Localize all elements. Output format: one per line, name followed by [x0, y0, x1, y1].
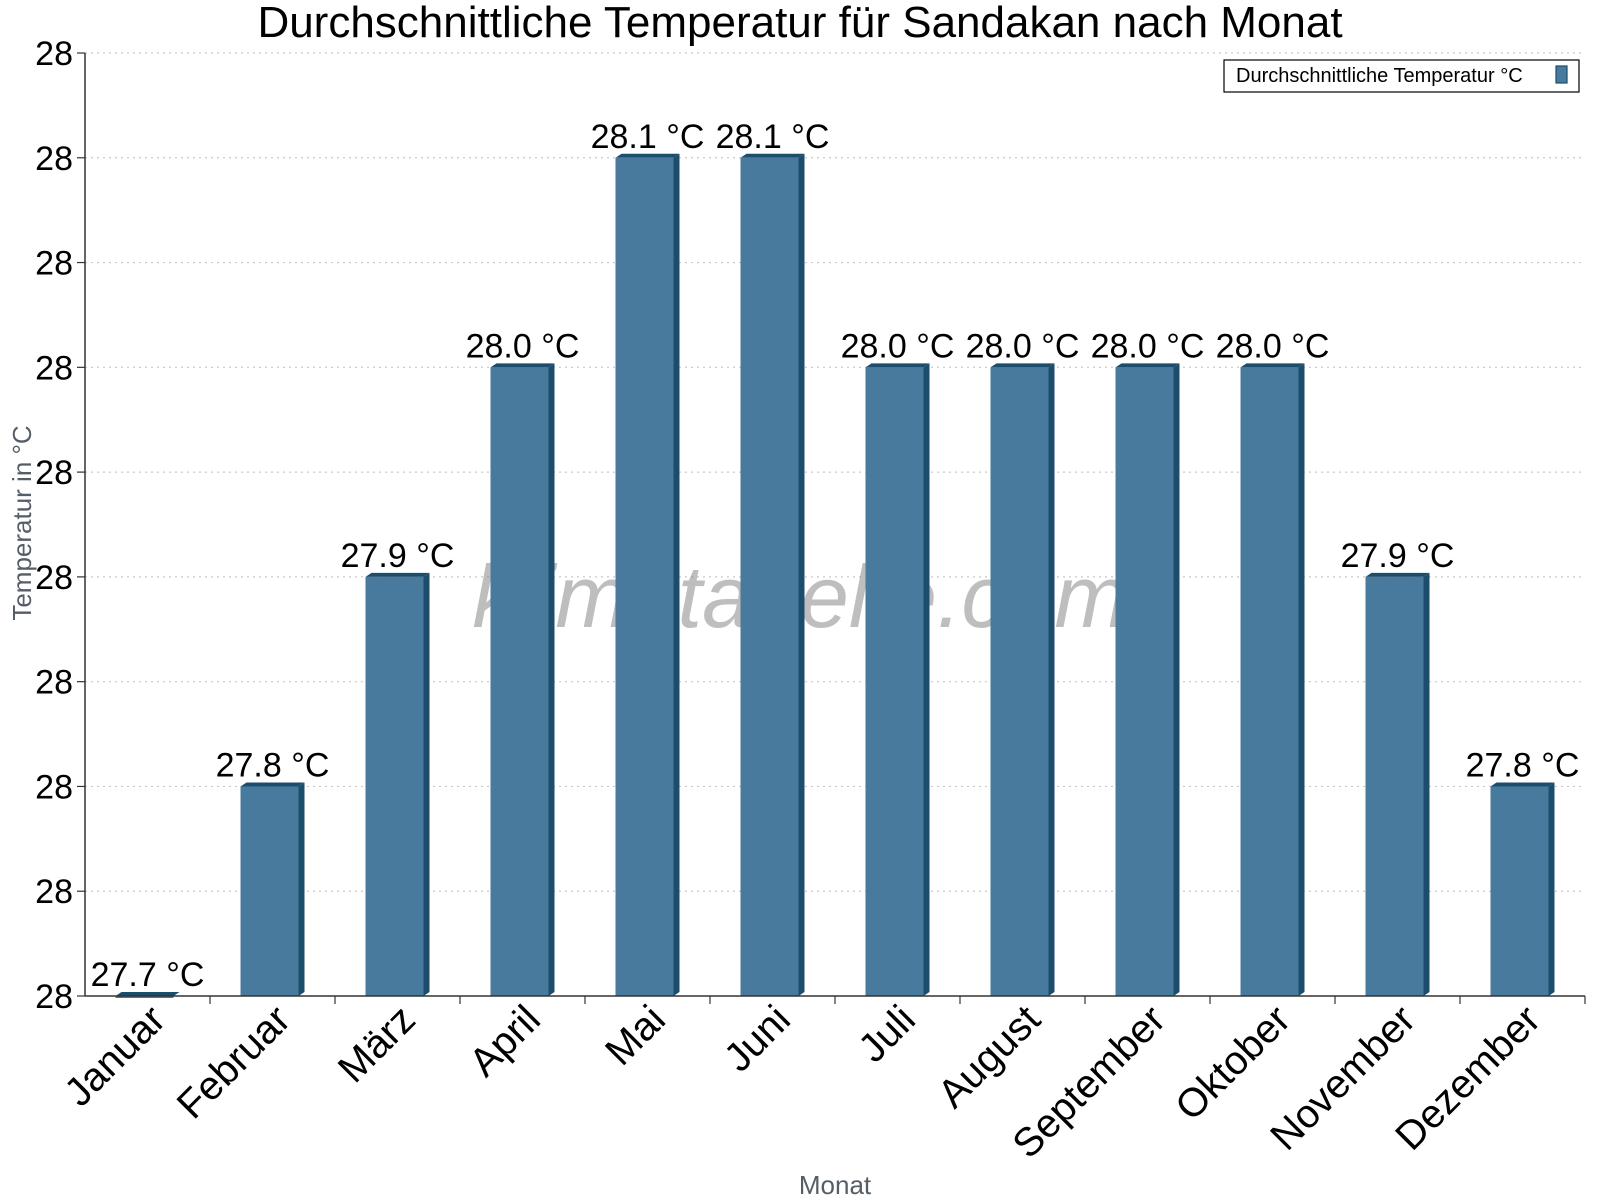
chart-title: Durchschnittliche Temperatur für Sandaka… — [257, 0, 1342, 47]
bar-front — [490, 367, 549, 996]
bar-mai — [615, 153, 680, 996]
value-label: 27.9 °C — [1341, 537, 1455, 575]
value-label: 27.8 °C — [1466, 746, 1580, 784]
bar-front — [1365, 576, 1424, 996]
bar-side — [673, 153, 680, 996]
bar-oktober — [1240, 363, 1305, 996]
legend-swatch — [1555, 65, 1568, 84]
x-tick-label: Mai — [597, 997, 674, 1074]
value-labels: 27.7 °C 27.8 °C 27.9 °C 28.0 °C 28.1 °C 28.1 … — [91, 118, 1580, 994]
bar-april — [490, 363, 555, 996]
x-tick-label: Oktober — [1167, 997, 1299, 1129]
bar-top — [115, 992, 180, 996]
bar-top — [365, 572, 430, 577]
x-tick-label: Februar — [169, 997, 299, 1127]
x-tick-label: August — [930, 997, 1049, 1116]
bar-februar — [240, 782, 305, 996]
y-tick-label: 28 — [35, 559, 73, 597]
bar-top — [490, 363, 555, 368]
legend: Durchschnittliche Temperatur °C — [1223, 59, 1580, 93]
bar-dezember — [1490, 782, 1555, 996]
bar-front — [1115, 367, 1174, 996]
bar-top — [990, 363, 1055, 368]
legend-label: Durchschnittliche Temperatur °C — [1236, 65, 1523, 87]
gridlines — [85, 52, 1585, 892]
bar-top — [240, 782, 305, 787]
bar-front — [115, 996, 174, 998]
bar-side — [1548, 782, 1555, 996]
bar-side — [548, 363, 555, 996]
bar-august — [990, 363, 1055, 996]
x-tick-label: März — [330, 997, 424, 1091]
bar-side — [1048, 363, 1055, 996]
value-label: 27.8 °C — [216, 746, 330, 784]
bar-top — [1365, 572, 1430, 577]
bar-top — [740, 153, 805, 158]
y-tick-label: 28 — [35, 664, 73, 702]
bar-front — [240, 786, 299, 996]
value-label: 28.1 °C — [716, 118, 830, 156]
value-label: 28.0 °C — [1091, 327, 1205, 365]
y-tick-label: 28 — [35, 140, 73, 178]
bar-märz — [365, 572, 430, 996]
value-label: 28.0 °C — [466, 327, 580, 365]
y-tick-label: 28 — [35, 349, 73, 387]
y-tick-label: 28 — [35, 768, 73, 806]
bar-front — [740, 157, 799, 996]
bar-top — [615, 153, 680, 158]
value-label: 28.0 °C — [1216, 327, 1330, 365]
bar-front — [1240, 367, 1299, 996]
bar-top — [1115, 363, 1180, 368]
bar-side — [1423, 572, 1430, 996]
bar-side — [798, 153, 805, 996]
y-tick-label: 28 — [35, 454, 73, 492]
bar-front — [865, 367, 924, 996]
y-tick-label: 28 — [35, 245, 73, 283]
bar-januar — [115, 992, 180, 998]
x-tick-label: Juli — [850, 997, 924, 1071]
axes — [84, 53, 1585, 997]
value-label: 27.9 °C — [341, 537, 455, 575]
x-axis-title: Monat — [799, 1170, 872, 1200]
x-tick-label: April — [461, 997, 549, 1085]
bar-juli — [865, 363, 930, 996]
bar-september — [1115, 363, 1180, 996]
y-tick-label: 28 — [35, 35, 73, 73]
value-label: 27.7 °C — [91, 956, 205, 994]
bar-side — [923, 363, 930, 996]
bar-front — [615, 157, 674, 996]
value-label: 28.1 °C — [591, 118, 705, 156]
bar-side — [423, 572, 430, 996]
bar-top — [1240, 363, 1305, 368]
y-tick-label: 28 — [35, 873, 73, 911]
bar-november — [1365, 572, 1430, 996]
bar-top — [1490, 782, 1555, 787]
bar-side — [298, 782, 305, 996]
y-axis-ticks: 28 28 28 28 28 28 28 28 28 28 — [35, 35, 85, 1016]
x-tick-label: Januar — [56, 997, 174, 1115]
bar-side — [1173, 363, 1180, 996]
bar-front — [1490, 786, 1549, 996]
bar-front — [365, 576, 424, 996]
bar-juni — [740, 153, 805, 996]
x-tick-label: Juni — [716, 997, 799, 1080]
y-axis-title: Temperatur in °C — [7, 425, 37, 620]
legend-box — [1223, 59, 1580, 93]
bars — [115, 153, 1555, 998]
bar-front — [990, 367, 1049, 996]
bar-side — [1298, 363, 1305, 996]
y-tick-label: 28 — [35, 978, 73, 1016]
value-label: 28.0 °C — [966, 327, 1080, 365]
value-label: 28.0 °C — [841, 327, 955, 365]
bar-top — [865, 363, 930, 368]
